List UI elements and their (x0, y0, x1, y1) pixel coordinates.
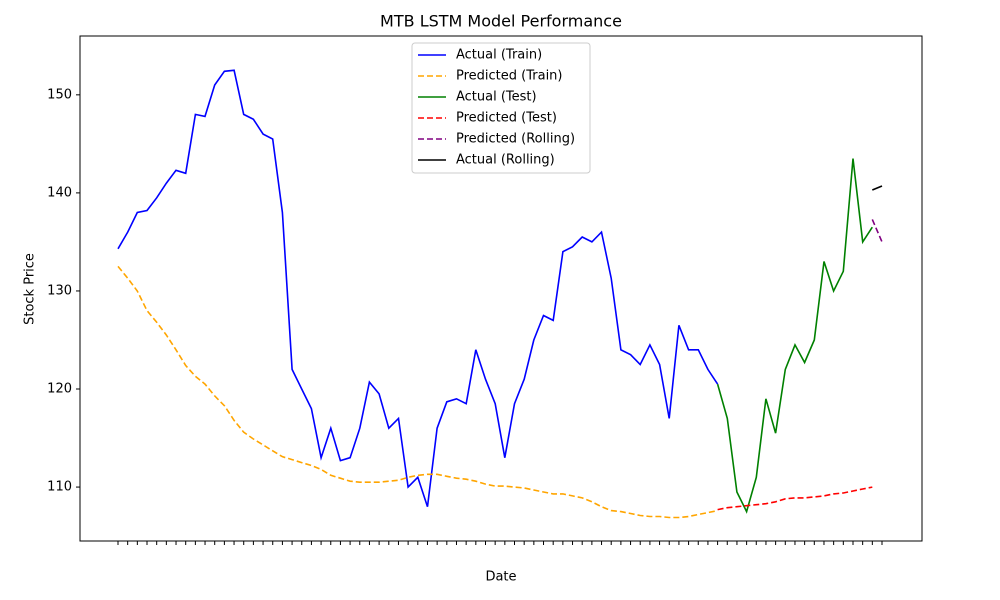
y-tick-label: 150 (47, 87, 72, 102)
y-tick-label: 130 (47, 283, 72, 298)
legend-label: Predicted (Test) (456, 111, 557, 126)
series-line (117, 265, 718, 519)
legend-label: Actual (Train) (456, 48, 542, 63)
legend-label: Predicted (Rolling) (456, 132, 575, 147)
legend-label: Actual (Test) (456, 90, 537, 105)
plot-frame (79, 35, 923, 542)
chart-title: MTB LSTM Model Performance (380, 12, 622, 31)
y-tick-label: 120 (47, 382, 72, 397)
y-tick-label: 110 (47, 480, 72, 495)
x-axis-label: Date (485, 570, 516, 585)
series-line (117, 69, 719, 507)
series-line (871, 219, 883, 243)
series-line (716, 158, 873, 514)
series-line (871, 185, 883, 191)
y-axis-label: Stock Price (23, 253, 38, 325)
legend-label: Predicted (Train) (456, 69, 563, 84)
legend-box (411, 42, 591, 174)
y-tick-label: 140 (47, 185, 72, 200)
series-line (717, 486, 873, 511)
legend-label: Actual (Rolling) (456, 153, 555, 168)
